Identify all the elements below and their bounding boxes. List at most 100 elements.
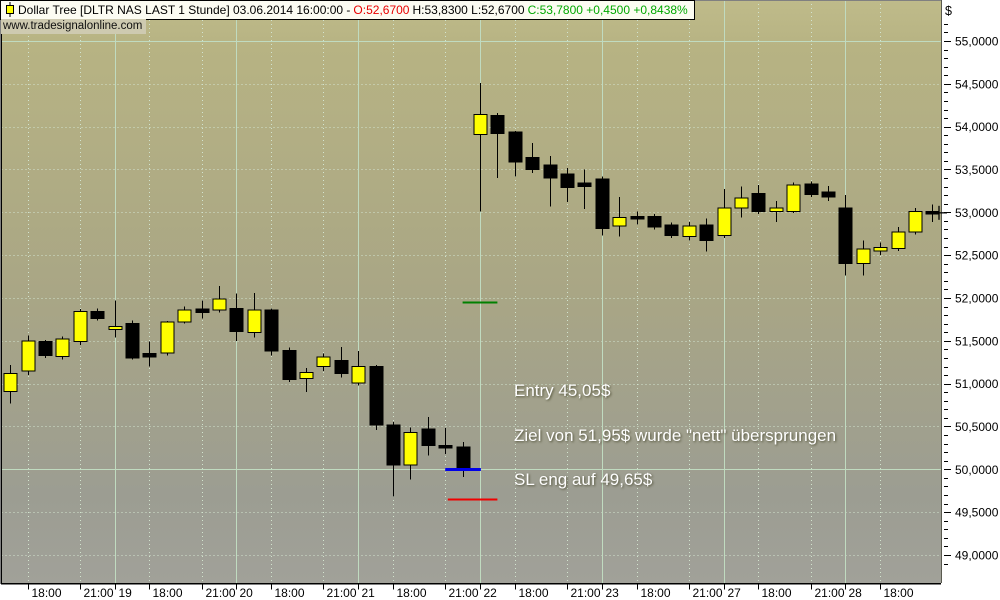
- title-high-low-values: H:53,8300 L:52,6700: [412, 2, 525, 17]
- candle-up: [73, 311, 88, 343]
- time-tick-label: 18:00: [153, 586, 183, 600]
- annotation-stoploss[interactable]: SL eng auf 49,65$: [514, 470, 653, 489]
- time-tick-label: 18:00: [762, 586, 792, 600]
- plot-background: [1, 0, 941, 583]
- candle-down: [490, 115, 505, 135]
- last-price-marker: [931, 205, 947, 220]
- candle-up: [717, 207, 732, 236]
- title-symbol-text: Dollar Tree [DLTR NAS LAST 1 Stunde] 03.…: [18, 2, 351, 17]
- price-tick-label: 51,0000: [955, 377, 999, 391]
- time-tick-label: 27: [728, 586, 742, 600]
- candle-up: [3, 372, 18, 392]
- time-tick-label: 18:00: [275, 586, 305, 600]
- price-tick-label: 50,5000: [955, 420, 999, 434]
- time-tick-label: 18:00: [884, 586, 914, 600]
- annotation-target[interactable]: Ziel von 51,95$ wurde "nett" übersprunge…: [514, 426, 837, 445]
- price-tick-label: 53,5000: [955, 163, 999, 177]
- candle-down: [90, 311, 105, 320]
- candle-up: [612, 216, 627, 227]
- candle-down: [229, 307, 244, 332]
- candle-down: [438, 444, 453, 449]
- price-tick-label: 52,5000: [955, 249, 999, 263]
- candle-up: [403, 431, 418, 466]
- price-tick-label: 54,0000: [955, 120, 999, 134]
- candle-down: [577, 182, 592, 188]
- candle-down: [699, 224, 714, 242]
- currency-label: $: [945, 4, 952, 18]
- candle-up: [891, 231, 906, 249]
- candle-down: [821, 191, 836, 198]
- time-tick-label: 21:00: [571, 586, 601, 600]
- candle-down: [664, 224, 679, 236]
- candles-layer: [3, 82, 940, 497]
- time-tick-label: 21:00: [693, 586, 723, 600]
- gridlines: [1, 0, 941, 583]
- candle-down: [195, 308, 210, 314]
- candle-up: [351, 366, 366, 384]
- candlestick-icon: [6, 2, 14, 17]
- price-tick-label: 55,0000: [955, 35, 999, 49]
- candle-up: [856, 248, 871, 265]
- candle-down: [751, 192, 766, 212]
- price-tick-label: 53,0000: [955, 206, 999, 220]
- candle-up: [299, 372, 314, 380]
- price-tick-label: 49,5000: [955, 506, 999, 520]
- price-tick-label: 52,0000: [955, 291, 999, 305]
- candle-down: [804, 183, 819, 195]
- annotation-entry[interactable]: Entry 45,05$: [514, 381, 611, 400]
- watermark-label: www.tradesignalonline.com: [1, 19, 147, 34]
- price-axis[interactable]: $55,0000 54,5000 54,0000 53,5000 53,0000 52,5…: [931, 0, 1000, 600]
- candle-up: [316, 356, 331, 368]
- candle-up: [247, 309, 262, 333]
- time-axis[interactable]: 18:00 21:00 19 18:00 21:00 20 18:00 21:00 21 18:0…: [0, 584, 1000, 600]
- candle-up: [21, 340, 36, 372]
- time-tick-label: 18:00: [397, 586, 427, 600]
- candle-down: [838, 207, 853, 265]
- candle-down: [525, 157, 540, 170]
- candle-up: [473, 114, 488, 135]
- candle-down: [142, 353, 157, 358]
- candle-down: [386, 424, 401, 466]
- trade-lines[interactable]: [445, 301, 498, 501]
- candle-down: [264, 309, 279, 352]
- time-tick-label: 19: [119, 586, 133, 600]
- time-tick-label: 18:00: [32, 586, 62, 600]
- price-tick-label: 50,0000: [955, 463, 999, 477]
- candle-down: [543, 164, 558, 179]
- time-tick-label: 28: [849, 586, 863, 600]
- candle-up: [786, 184, 801, 212]
- candle-down: [456, 446, 471, 471]
- price-tick-label: 49,0000: [955, 548, 999, 562]
- time-tick-label: 18:00: [519, 586, 549, 600]
- candle-up: [682, 225, 697, 237]
- time-tick-label: 23: [606, 586, 620, 600]
- time-tick-label: 18:00: [641, 586, 671, 600]
- candle-down: [560, 173, 575, 188]
- candle-down: [38, 341, 53, 356]
- time-tick-label: 21: [362, 586, 376, 600]
- time-tick-label: 21:00: [84, 586, 114, 600]
- candle-down: [508, 131, 523, 163]
- time-tick-label: 21:00: [206, 586, 236, 600]
- title-open-value: O:52,6700: [353, 2, 410, 17]
- price-tick-label: 51,5000: [955, 334, 999, 348]
- title-bar[interactable]: Dollar Tree [DLTR NAS LAST 1 Stunde] 03.…: [0, 0, 695, 20]
- time-tick-label: 21:00: [327, 586, 357, 600]
- candle-up: [908, 210, 923, 233]
- candle-up: [212, 298, 227, 311]
- candle-down: [369, 366, 384, 426]
- candle-down: [334, 360, 349, 374]
- time-tick-label: 21:00: [449, 586, 479, 600]
- candle-up: [873, 246, 888, 252]
- candle-down: [647, 216, 662, 228]
- candle-down: [630, 216, 645, 220]
- candle-down: [595, 178, 610, 230]
- time-tick-label: 20: [240, 586, 254, 600]
- price-tick-label: 54,5000: [955, 77, 999, 91]
- candle-up: [55, 338, 70, 357]
- time-tick-label: 22: [484, 586, 498, 600]
- candle-up: [108, 325, 123, 331]
- candle-up: [769, 207, 784, 212]
